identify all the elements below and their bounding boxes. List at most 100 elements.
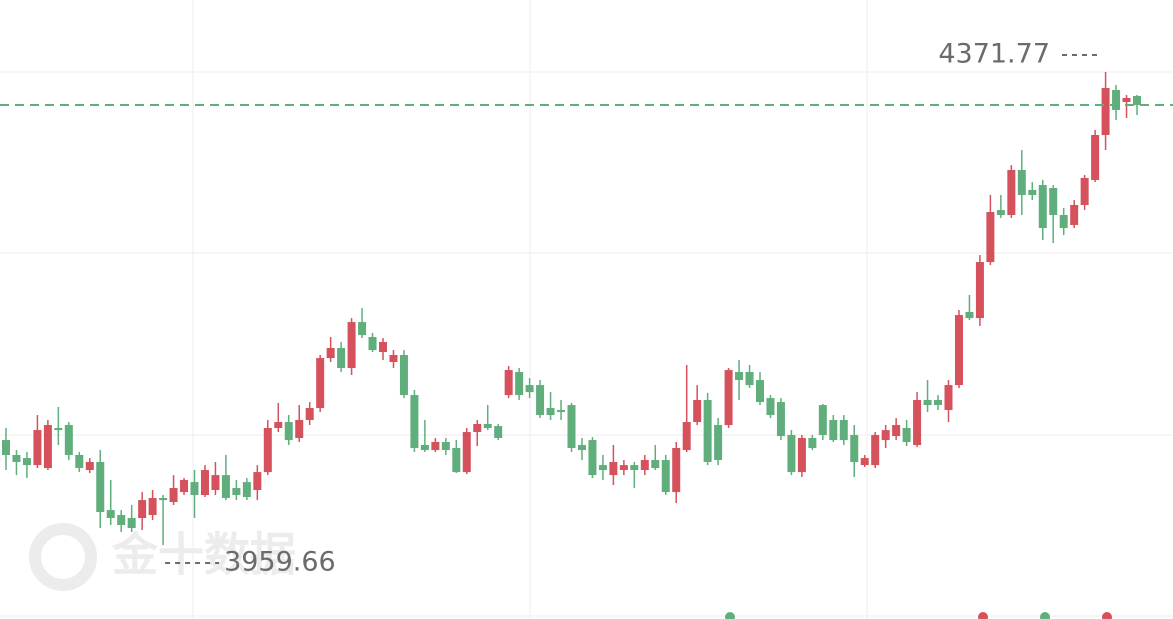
candle-body <box>274 422 283 429</box>
candle-body <box>420 444 429 451</box>
candle-body <box>64 425 73 455</box>
candle-body <box>1049 188 1058 215</box>
candle-body <box>934 400 943 406</box>
candle-body <box>661 460 670 493</box>
candle-body <box>33 430 42 466</box>
candle-body <box>379 342 387 353</box>
candle-body <box>954 315 963 386</box>
candle-body <box>138 500 147 518</box>
candle-body <box>630 465 639 471</box>
candle-body <box>389 355 398 363</box>
candle-body <box>515 371 524 396</box>
candle-body <box>703 400 712 462</box>
candle-body <box>284 422 293 441</box>
candle-body <box>996 210 1005 215</box>
candle-body <box>536 385 545 416</box>
candle-body <box>776 402 785 437</box>
candle-body <box>756 380 764 403</box>
candle-body <box>43 425 52 469</box>
candle-body <box>693 400 702 423</box>
candle-body <box>337 348 346 368</box>
candle-body <box>1091 134 1100 180</box>
candle-body <box>96 461 105 513</box>
candle-body <box>1007 169 1016 215</box>
candle-body <box>1017 169 1026 196</box>
candle-body <box>965 311 974 319</box>
candle-body <box>724 370 733 426</box>
event-dot <box>725 612 735 619</box>
candle-body <box>881 430 890 441</box>
candle-body <box>619 465 628 471</box>
candle-body <box>975 262 984 319</box>
candle-body <box>797 437 806 473</box>
event-markers <box>725 612 1112 619</box>
candle-body <box>347 322 356 368</box>
event-dot <box>978 612 988 619</box>
candle-body <box>588 440 597 476</box>
candle-body <box>190 482 199 496</box>
candle-body <box>818 405 827 436</box>
candle-body <box>766 398 775 416</box>
candle-body <box>2 440 10 455</box>
candle-body <box>494 426 503 438</box>
candle-body <box>368 336 377 351</box>
candle-body <box>944 385 953 410</box>
candle-body <box>1133 95 1141 106</box>
watermark: 金十数据 <box>29 523 296 591</box>
candle-body <box>431 442 440 451</box>
candle-body <box>242 482 251 497</box>
candle-body <box>902 428 911 443</box>
candle-body <box>1028 189 1037 196</box>
candle-body <box>829 419 838 441</box>
candle-body <box>672 447 681 493</box>
candle-body <box>54 428 63 431</box>
candle-body <box>483 423 492 429</box>
candle-body <box>871 435 880 466</box>
candle-body <box>557 409 566 413</box>
candle-body <box>263 428 272 473</box>
candle-body <box>577 444 586 451</box>
candle-body <box>651 460 660 469</box>
candle-body <box>1070 204 1079 225</box>
candle-body <box>253 472 262 490</box>
event-dot <box>1102 612 1112 619</box>
candle-body <box>221 475 230 499</box>
candle-body <box>117 515 126 525</box>
candle-body <box>452 447 461 473</box>
candle-body <box>200 470 209 496</box>
candle-body <box>986 211 995 263</box>
candle-body <box>860 458 869 466</box>
candle-body <box>462 432 471 473</box>
candle-body <box>169 488 178 503</box>
candle-body <box>525 385 534 393</box>
watermark-logo <box>29 523 97 591</box>
candle-body <box>609 461 618 476</box>
candle-body <box>787 435 796 473</box>
candle-body <box>159 498 168 501</box>
candle-body <box>399 355 408 396</box>
candle-body <box>127 517 136 528</box>
candle-body <box>106 510 115 518</box>
candle-body <box>1059 214 1068 229</box>
event-dot <box>1040 612 1050 619</box>
candle-body <box>892 425 901 437</box>
candle-body <box>295 419 304 438</box>
candle-body <box>598 465 607 471</box>
candle-body <box>75 454 84 469</box>
candle-body <box>808 437 817 448</box>
candle-body <box>1038 185 1047 229</box>
candle-body <box>735 371 744 381</box>
candle-body <box>504 370 513 396</box>
candle-body <box>1080 178 1089 205</box>
candle-body <box>305 408 314 420</box>
candle-body <box>745 371 754 386</box>
candle-body <box>567 405 576 448</box>
candle-body <box>22 458 31 466</box>
candle-body <box>850 435 859 462</box>
candle-body <box>358 322 367 336</box>
candle-body <box>211 475 220 490</box>
candle-body <box>682 422 691 451</box>
